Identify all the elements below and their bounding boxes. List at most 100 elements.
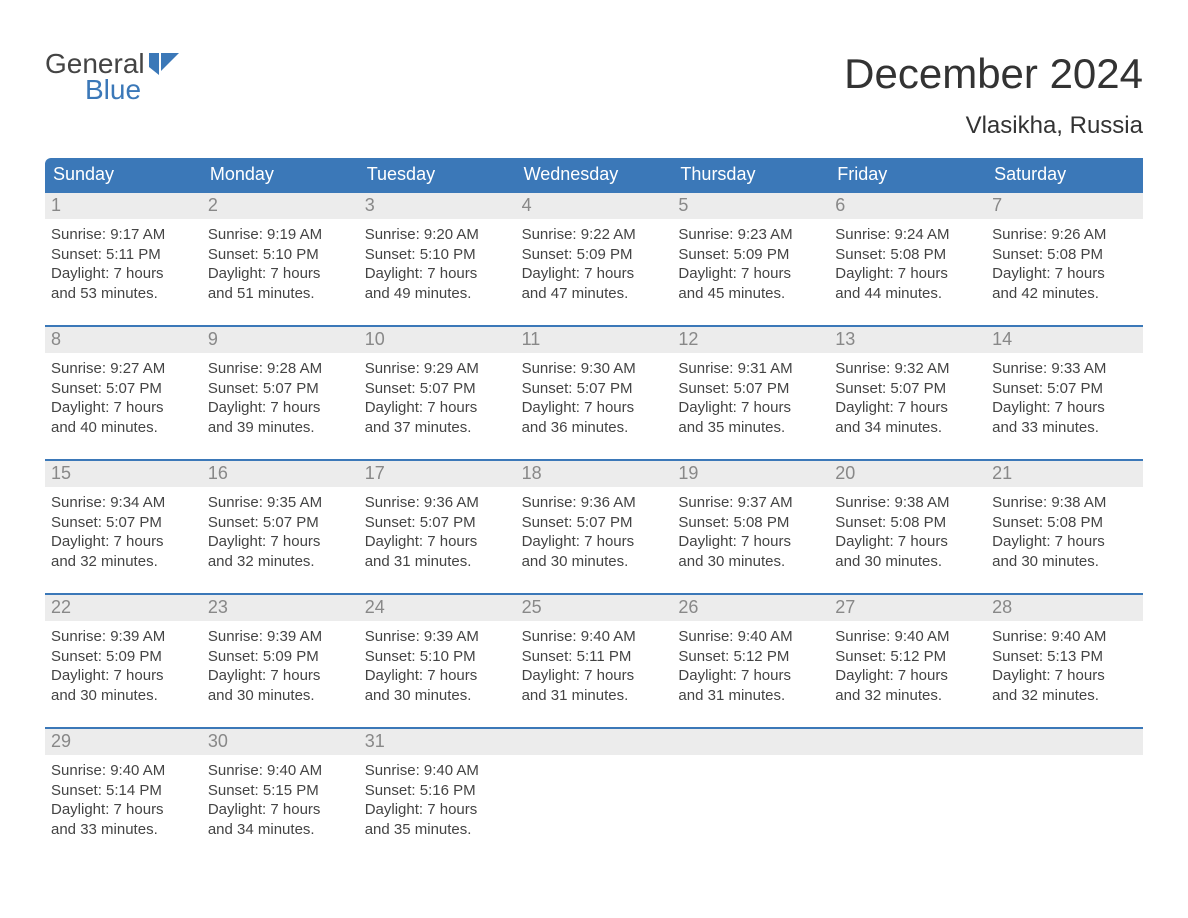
daylight-line-2: and 30 minutes. <box>522 552 667 572</box>
sunset-line: Sunset: 5:08 PM <box>835 245 980 265</box>
day-cell: 12Sunrise: 9:31 AMSunset: 5:07 PMDayligh… <box>672 325 829 459</box>
day-number: 28 <box>986 595 1143 621</box>
weekday-header: Monday <box>202 158 359 191</box>
weekday-header: Friday <box>829 158 986 191</box>
day-number: 2 <box>202 193 359 219</box>
day-content: Sunrise: 9:40 AMSunset: 5:12 PMDaylight:… <box>672 621 829 705</box>
sunset-line: Sunset: 5:15 PM <box>208 781 353 801</box>
day-content: Sunrise: 9:28 AMSunset: 5:07 PMDaylight:… <box>202 353 359 437</box>
day-cell: 2Sunrise: 9:19 AMSunset: 5:10 PMDaylight… <box>202 191 359 325</box>
sunrise-line: Sunrise: 9:26 AM <box>992 225 1137 245</box>
sunrise-line: Sunrise: 9:30 AM <box>522 359 667 379</box>
day-cell: 19Sunrise: 9:37 AMSunset: 5:08 PMDayligh… <box>672 459 829 593</box>
day-content: Sunrise: 9:17 AMSunset: 5:11 PMDaylight:… <box>45 219 202 303</box>
sunrise-line: Sunrise: 9:36 AM <box>365 493 510 513</box>
daylight-line-1: Daylight: 7 hours <box>835 666 980 686</box>
daylight-line-1: Daylight: 7 hours <box>992 532 1137 552</box>
day-cell: 29Sunrise: 9:40 AMSunset: 5:14 PMDayligh… <box>45 727 202 861</box>
daylight-line-1: Daylight: 7 hours <box>678 398 823 418</box>
day-number: 17 <box>359 461 516 487</box>
daylight-line-1: Daylight: 7 hours <box>365 264 510 284</box>
day-cell: 11Sunrise: 9:30 AMSunset: 5:07 PMDayligh… <box>516 325 673 459</box>
day-number: 26 <box>672 595 829 621</box>
sunset-line: Sunset: 5:09 PM <box>208 647 353 667</box>
day-number: 4 <box>516 193 673 219</box>
daylight-line-1: Daylight: 7 hours <box>208 800 353 820</box>
sunset-line: Sunset: 5:14 PM <box>51 781 196 801</box>
day-number <box>516 729 673 755</box>
daylight-line-1: Daylight: 7 hours <box>678 532 823 552</box>
day-content: Sunrise: 9:36 AMSunset: 5:07 PMDaylight:… <box>359 487 516 571</box>
daylight-line-2: and 36 minutes. <box>522 418 667 438</box>
day-content: Sunrise: 9:26 AMSunset: 5:08 PMDaylight:… <box>986 219 1143 303</box>
day-cell: 14Sunrise: 9:33 AMSunset: 5:07 PMDayligh… <box>986 325 1143 459</box>
daylight-line-1: Daylight: 7 hours <box>992 398 1137 418</box>
day-content: Sunrise: 9:39 AMSunset: 5:10 PMDaylight:… <box>359 621 516 705</box>
sunset-line: Sunset: 5:07 PM <box>522 379 667 399</box>
daylight-line-2: and 45 minutes. <box>678 284 823 304</box>
day-content: Sunrise: 9:37 AMSunset: 5:08 PMDaylight:… <box>672 487 829 571</box>
daylight-line-1: Daylight: 7 hours <box>522 532 667 552</box>
sunset-line: Sunset: 5:09 PM <box>678 245 823 265</box>
logo-flag-icon <box>149 53 179 75</box>
daylight-line-2: and 33 minutes. <box>992 418 1137 438</box>
day-content: Sunrise: 9:34 AMSunset: 5:07 PMDaylight:… <box>45 487 202 571</box>
sunset-line: Sunset: 5:11 PM <box>51 245 196 265</box>
day-cell: 27Sunrise: 9:40 AMSunset: 5:12 PMDayligh… <box>829 593 986 727</box>
day-number: 24 <box>359 595 516 621</box>
day-cell: 22 Sunrise: 9:39 AMSunset: 5:09 PMDayligh… <box>45 593 202 727</box>
day-content: Sunrise: 9:36 AMSunset: 5:07 PMDaylight:… <box>516 487 673 571</box>
sunrise-line: Sunrise: 9:20 AM <box>365 225 510 245</box>
day-content: Sunrise: 9:40 AMSunset: 5:14 PMDaylight:… <box>45 755 202 839</box>
day-number: 22 <box>45 595 202 621</box>
sunset-line: Sunset: 5:09 PM <box>51 647 196 667</box>
sunset-line: Sunset: 5:12 PM <box>835 647 980 667</box>
sunrise-line: Sunrise: 9:38 AM <box>835 493 980 513</box>
day-content: Sunrise: 9:39 AMSunset: 5:09 PMDaylight:… <box>202 621 359 705</box>
day-cell: 28Sunrise: 9:40 AMSunset: 5:13 PMDayligh… <box>986 593 1143 727</box>
sunset-line: Sunset: 5:07 PM <box>51 379 196 399</box>
sunrise-line: Sunrise: 9:31 AM <box>678 359 823 379</box>
sunset-line: Sunset: 5:07 PM <box>992 379 1137 399</box>
daylight-line-1: Daylight: 7 hours <box>51 398 196 418</box>
sunrise-line: Sunrise: 9:23 AM <box>678 225 823 245</box>
day-cell: 17Sunrise: 9:36 AMSunset: 5:07 PMDayligh… <box>359 459 516 593</box>
day-number: 11 <box>516 327 673 353</box>
day-number: 9 <box>202 327 359 353</box>
sunrise-line: Sunrise: 9:33 AM <box>992 359 1137 379</box>
sunset-line: Sunset: 5:09 PM <box>522 245 667 265</box>
day-content: Sunrise: 9:40 AMSunset: 5:11 PMDaylight:… <box>516 621 673 705</box>
day-number: 25 <box>516 595 673 621</box>
sunrise-line: Sunrise: 9:17 AM <box>51 225 196 245</box>
sunrise-line: Sunrise: 9:39 AM <box>365 627 510 647</box>
day-number: 20 <box>829 461 986 487</box>
logo: General Blue <box>45 50 179 104</box>
day-cell: 21Sunrise: 9:38 AMSunset: 5:08 PMDayligh… <box>986 459 1143 593</box>
day-content: Sunrise: 9:31 AMSunset: 5:07 PMDaylight:… <box>672 353 829 437</box>
day-content: Sunrise: 9:38 AMSunset: 5:08 PMDaylight:… <box>986 487 1143 571</box>
sunset-line: Sunset: 5:11 PM <box>522 647 667 667</box>
day-cell: 3Sunrise: 9:20 AMSunset: 5:10 PMDaylight… <box>359 191 516 325</box>
daylight-line-2: and 49 minutes. <box>365 284 510 304</box>
sunset-line: Sunset: 5:07 PM <box>835 379 980 399</box>
daylight-line-2: and 30 minutes. <box>208 686 353 706</box>
daylight-line-1: Daylight: 7 hours <box>51 666 196 686</box>
sunset-line: Sunset: 5:08 PM <box>678 513 823 533</box>
sunrise-line: Sunrise: 9:40 AM <box>51 761 196 781</box>
day-content: Sunrise: 9:27 AMSunset: 5:07 PMDaylight:… <box>45 353 202 437</box>
sunrise-line: Sunrise: 9:39 AM <box>51 627 196 647</box>
day-number: 23 <box>202 595 359 621</box>
daylight-line-2: and 42 minutes. <box>992 284 1137 304</box>
day-content: Sunrise: 9:29 AMSunset: 5:07 PMDaylight:… <box>359 353 516 437</box>
daylight-line-2: and 44 minutes. <box>835 284 980 304</box>
daylight-line-1: Daylight: 7 hours <box>678 666 823 686</box>
daylight-line-2: and 40 minutes. <box>51 418 196 438</box>
sunset-line: Sunset: 5:08 PM <box>992 513 1137 533</box>
day-number: 16 <box>202 461 359 487</box>
sunrise-line: Sunrise: 9:35 AM <box>208 493 353 513</box>
day-number: 21 <box>986 461 1143 487</box>
sunrise-line: Sunrise: 9:38 AM <box>992 493 1137 513</box>
day-cell: 24Sunrise: 9:39 AMSunset: 5:10 PMDayligh… <box>359 593 516 727</box>
daylight-line-2: and 30 minutes. <box>365 686 510 706</box>
weekday-header: Wednesday <box>516 158 673 191</box>
